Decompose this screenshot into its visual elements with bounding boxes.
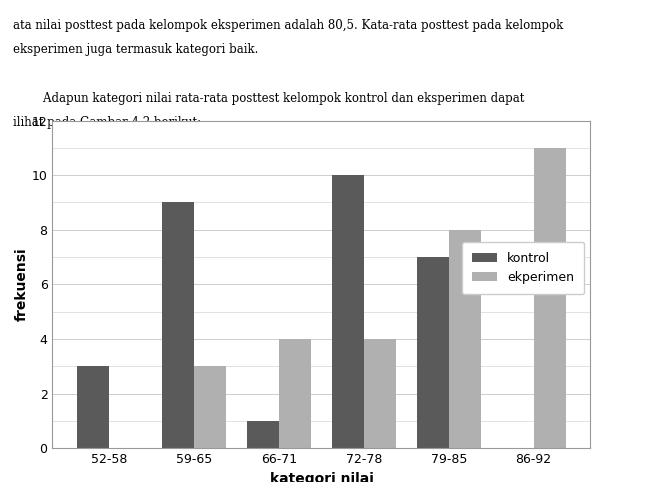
Bar <box>194 366 226 448</box>
Bar <box>417 257 449 448</box>
Bar <box>449 230 481 448</box>
Bar <box>77 366 109 448</box>
Bar <box>364 339 396 448</box>
Bar <box>534 148 566 448</box>
Text: ilihat pada Gambar 4.2 berikut:: ilihat pada Gambar 4.2 berikut: <box>13 116 201 129</box>
Bar <box>279 339 311 448</box>
Text: eksperimen juga termasuk kategori baik.: eksperimen juga termasuk kategori baik. <box>13 43 258 56</box>
Bar <box>247 421 279 448</box>
Legend: kontrol, ekperimen: kontrol, ekperimen <box>462 242 584 294</box>
Bar <box>162 202 194 448</box>
Text: ata nilai posttest pada kelompok eksperimen adalah 80,5. Kata-rata posttest pada: ata nilai posttest pada kelompok eksperi… <box>13 19 564 32</box>
Y-axis label: frekuensi: frekuensi <box>15 248 29 321</box>
Text: Adapun kategori nilai rata-rata posttest kelompok kontrol dan eksperimen dapat: Adapun kategori nilai rata-rata posttest… <box>13 92 525 105</box>
Bar <box>332 175 364 448</box>
X-axis label: kategori nilai: kategori nilai <box>270 472 373 482</box>
